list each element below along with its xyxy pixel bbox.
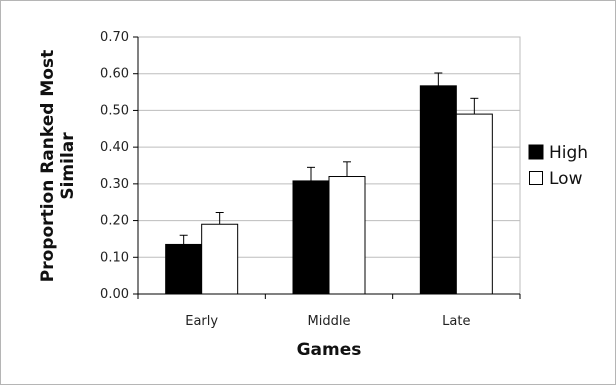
y-tick-label: 0.00 bbox=[100, 287, 129, 302]
y-tick-label: 0.70 bbox=[100, 30, 129, 45]
legend-swatch-high bbox=[528, 144, 544, 160]
y-tick-label: 0.60 bbox=[100, 67, 129, 82]
x-axis-title: Games bbox=[297, 340, 362, 360]
x-tick-label: Early bbox=[185, 314, 218, 329]
bar-high-middle bbox=[292, 180, 330, 295]
y-tick-label: 0.50 bbox=[100, 103, 129, 118]
x-tick-label: Middle bbox=[308, 314, 351, 329]
bar-low-late bbox=[455, 113, 493, 295]
legend-label-low: Low bbox=[549, 169, 583, 189]
y-tick-label: 0.40 bbox=[100, 140, 129, 155]
y-axis-ticks: 0.00 0.10 0.20 0.30 0.40 0.50 0.60 0.70 bbox=[100, 30, 138, 302]
bars bbox=[165, 85, 493, 295]
bar-high-early bbox=[165, 243, 203, 295]
x-axis-labels: Early Middle Late bbox=[137, 294, 521, 329]
x-tick-label: Late bbox=[442, 314, 470, 329]
y-axis-title-line-1: Proportion Ranked Most bbox=[38, 50, 58, 282]
y-axis-title: Proportion Ranked Most Similar bbox=[38, 50, 78, 282]
legend: High Low bbox=[528, 143, 588, 189]
y-axis-title-line-2: Similar bbox=[58, 132, 78, 200]
y-tick-label: 0.10 bbox=[100, 250, 129, 265]
bar-high-late bbox=[419, 85, 457, 295]
legend-label-high: High bbox=[549, 143, 588, 163]
error-bars bbox=[179, 72, 479, 245]
bar-low-middle bbox=[328, 176, 366, 295]
legend-swatch-low bbox=[529, 171, 543, 185]
y-tick-label: 0.30 bbox=[100, 177, 129, 192]
y-tick-label: 0.20 bbox=[100, 214, 129, 229]
bar-low-early bbox=[201, 223, 239, 295]
